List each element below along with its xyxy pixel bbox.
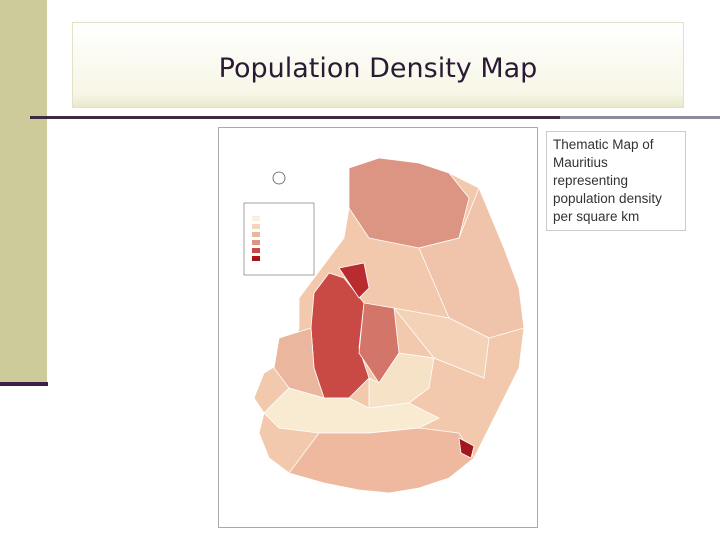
region bbox=[288, 427, 475, 494]
region bbox=[273, 327, 325, 399]
caption: Thematic Map of Mauritius representing p… bbox=[546, 131, 686, 231]
slide-title: Population Density Map bbox=[218, 53, 538, 84]
compass bbox=[272, 171, 286, 185]
divider bbox=[30, 116, 560, 119]
side-bar bbox=[0, 0, 47, 382]
region bbox=[348, 157, 470, 249]
legend-box bbox=[243, 202, 315, 276]
region bbox=[393, 307, 490, 379]
region bbox=[338, 262, 370, 299]
title-box: Population Density Map bbox=[72, 22, 684, 108]
side-bar-foot bbox=[0, 382, 48, 386]
map-image bbox=[218, 127, 538, 528]
legend-swatches bbox=[252, 216, 260, 261]
map bbox=[243, 157, 525, 494]
region bbox=[458, 437, 475, 459]
divider bbox=[560, 116, 720, 119]
